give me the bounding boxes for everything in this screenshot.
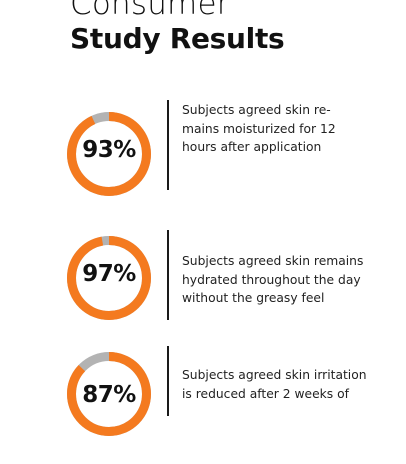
- percent-value: 93%: [82, 137, 136, 163]
- stat-description: Subjects agreed skin re- mains moisturiz…: [182, 103, 336, 154]
- stat-block: 97% Subjects agreed skin remains hydrate…: [0, 228, 406, 348]
- stat-description: Subjects agreed skin irritation is reduc…: [182, 368, 367, 401]
- divider-line: [167, 346, 169, 416]
- progress-ring-fill: [67, 236, 151, 320]
- progress-ring-fill: [67, 112, 151, 196]
- divider-line: [167, 100, 169, 190]
- percent-value: 87%: [82, 382, 136, 408]
- stat-block: 87% Subjects agreed skin irritation is r…: [0, 344, 406, 464]
- stat-description: Subjects agreed skin remains hydrated th…: [182, 254, 364, 305]
- stat-block: 93% Subjects agreed skin re- mains moist…: [0, 100, 406, 220]
- progress-ring: [67, 236, 151, 320]
- progress-ring: [67, 112, 151, 196]
- percent-value: 97%: [82, 261, 136, 287]
- title-line-2: Study Results: [70, 22, 285, 55]
- title-line-1: Consumer: [70, 0, 230, 22]
- divider-line: [167, 230, 169, 320]
